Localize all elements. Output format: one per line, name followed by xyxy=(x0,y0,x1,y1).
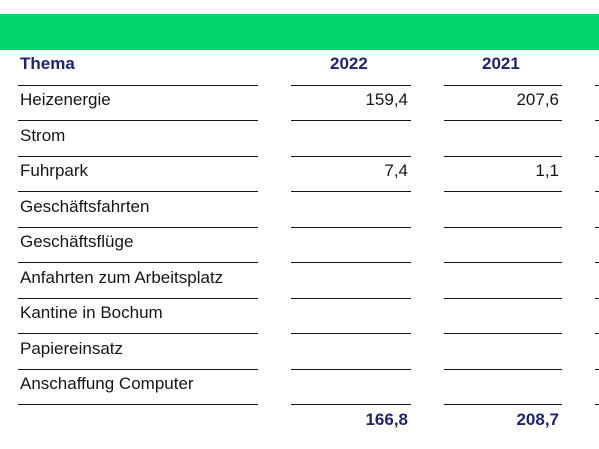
row-divider xyxy=(291,404,411,405)
cell-2022: 7,4 xyxy=(384,161,408,180)
green-header-bar xyxy=(0,14,599,50)
column-header-topic: Thema xyxy=(20,54,75,73)
column-header-2021: 2021 xyxy=(482,54,520,73)
row-divider xyxy=(444,333,562,334)
row-label: Geschäftsfahrten xyxy=(20,197,150,216)
row-divider xyxy=(444,298,562,299)
row-label: Heizenergie xyxy=(20,90,111,109)
row-label: Kantine in Bochum xyxy=(20,303,163,322)
row-divider xyxy=(595,120,599,121)
row-divider xyxy=(291,227,411,228)
row-divider xyxy=(595,369,599,370)
row-divider xyxy=(595,156,599,157)
row-divider xyxy=(291,85,411,86)
row-divider xyxy=(18,404,258,405)
cell-2022: 159,4 xyxy=(365,90,408,109)
row-divider xyxy=(18,85,258,86)
row-divider xyxy=(595,191,599,192)
row-divider xyxy=(18,298,258,299)
row-divider xyxy=(291,120,411,121)
row-divider xyxy=(18,191,258,192)
row-divider xyxy=(444,227,562,228)
row-divider xyxy=(444,120,562,121)
cell-2021: 207,6 xyxy=(516,90,559,109)
row-divider xyxy=(595,298,599,299)
row-divider xyxy=(444,85,562,86)
total-2021: 208,7 xyxy=(516,410,559,429)
row-divider xyxy=(444,262,562,263)
row-divider xyxy=(595,85,599,86)
row-divider xyxy=(595,262,599,263)
row-label: Papiereinsatz xyxy=(20,339,124,358)
row-divider xyxy=(291,333,411,334)
column-header-2022: 2022 xyxy=(330,54,368,73)
row-label: Strom xyxy=(20,126,66,145)
row-divider xyxy=(291,298,411,299)
row-divider xyxy=(291,156,411,157)
row-label: Geschäftsflüge xyxy=(20,232,134,251)
row-divider xyxy=(18,120,258,121)
row-divider xyxy=(291,262,411,263)
cell-2021: 1,1 xyxy=(535,161,559,180)
row-divider xyxy=(595,404,599,405)
row-divider xyxy=(444,404,562,405)
row-divider xyxy=(18,262,258,263)
total-2022: 166,8 xyxy=(365,410,408,429)
row-divider xyxy=(18,156,258,157)
row-divider xyxy=(18,333,258,334)
row-divider xyxy=(18,369,258,370)
row-divider xyxy=(291,369,411,370)
row-divider xyxy=(444,156,562,157)
row-divider xyxy=(595,227,599,228)
row-divider xyxy=(444,191,562,192)
row-divider xyxy=(18,227,258,228)
row-divider xyxy=(595,333,599,334)
row-label: Anfahrten zum Arbeitsplatz xyxy=(20,268,224,287)
row-divider xyxy=(444,369,562,370)
row-label: Anschaffung Computer xyxy=(20,374,194,393)
row-label: Fuhrpark xyxy=(20,161,89,180)
row-divider xyxy=(291,191,411,192)
